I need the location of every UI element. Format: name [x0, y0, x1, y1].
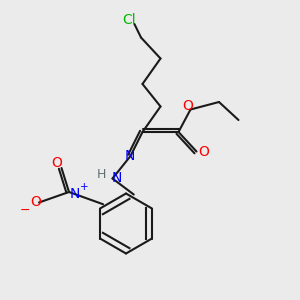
Text: H: H [96, 168, 106, 182]
Text: Cl: Cl [122, 13, 136, 26]
Text: +: + [80, 182, 89, 192]
Text: O: O [183, 99, 194, 113]
Text: N: N [112, 172, 122, 185]
Text: O: O [31, 196, 41, 209]
Text: O: O [199, 145, 209, 158]
Text: −: − [20, 203, 30, 217]
Text: N: N [69, 187, 80, 200]
Text: O: O [52, 157, 62, 170]
Text: N: N [125, 149, 135, 163]
